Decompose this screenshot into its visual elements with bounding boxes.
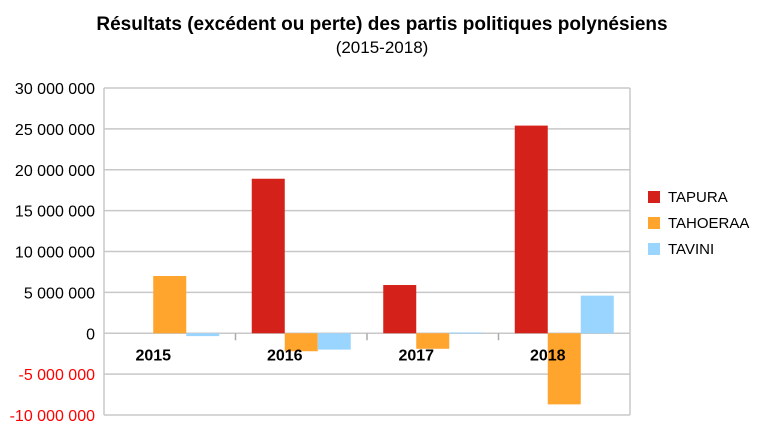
legend-label: TAVINI (668, 240, 715, 258)
bar-tapura-2018 (514, 125, 548, 334)
bar-tahoeraa-2016 (284, 333, 318, 352)
chart-subtitle: (2015-2018) (335, 38, 429, 57)
bar-tavini-2018 (580, 295, 614, 334)
x-tick-label: 2016 (267, 347, 303, 364)
y-tick-label: -10 000 000 (10, 408, 96, 425)
legend-label: TAPURA (668, 188, 728, 206)
chart-title: Résultats (excédent ou perte) des partis… (96, 14, 668, 35)
legend-item-tapura: TAPURA (648, 184, 749, 210)
bar-tavini-2016 (317, 333, 351, 350)
y-tick-label: 15 000 000 (15, 204, 95, 221)
y-tick-label: 10 000 000 (15, 245, 95, 262)
bar-tahoeraa-2015 (153, 276, 187, 334)
bar-tapura-2017 (383, 285, 417, 334)
legend-swatch (648, 243, 660, 255)
bar-tavini-2015 (186, 333, 220, 337)
x-tick-label: 2015 (135, 347, 171, 364)
legend-item-tavini: TAVINI (648, 236, 749, 262)
legend-label: TAHOERAA (668, 214, 750, 232)
legend-swatch (648, 217, 660, 229)
bar-tahoeraa-2017 (416, 333, 450, 349)
y-tick-label: 5 000 000 (24, 285, 95, 302)
legend-swatch (648, 191, 660, 203)
y-tick-label: 20 000 000 (15, 163, 95, 180)
y-tick-label: -5 000 000 (18, 367, 95, 384)
x-tick-label: 2018 (530, 347, 566, 364)
y-tick-label: 0 (86, 326, 95, 343)
x-tick-label: 2017 (398, 347, 434, 364)
bar-tapura-2016 (251, 178, 285, 334)
legend: TAPURA TAHOERAA TAVINI (648, 184, 749, 262)
legend-item-tahoeraa: TAHOERAA (648, 210, 749, 236)
y-tick-label: 30 000 000 (15, 81, 95, 98)
bar-tavini-2017 (449, 332, 483, 334)
y-tick-label: 25 000 000 (15, 122, 95, 139)
bar-tahoeraa-2018 (547, 333, 581, 405)
